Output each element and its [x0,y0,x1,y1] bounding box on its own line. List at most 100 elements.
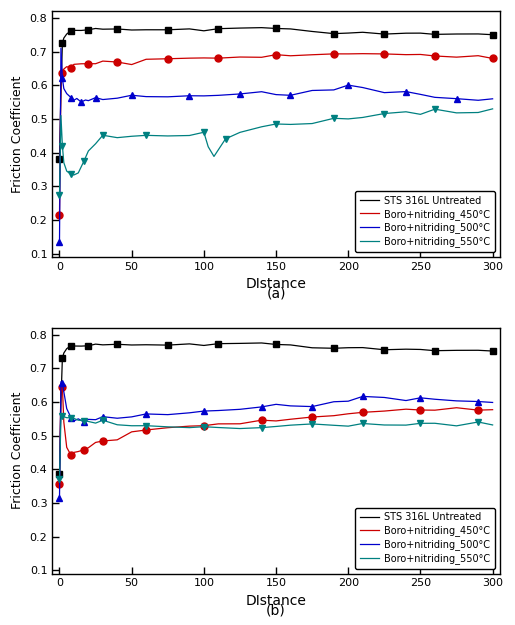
Boro+nitriding_500°C [215,92,221,99]
Boro+nitriding_550°C [215,424,221,431]
Boro+nitriding_550°C [58,413,64,421]
Boro+nitriding_500°C [143,93,149,101]
Boro+nitriding_550°C [68,414,74,422]
Boro+nitriding_450°C [71,61,77,68]
Boro+nitriding_450°C [114,58,121,66]
Boro+nitriding_550°C [143,422,149,429]
Boro+nitriding_500°C [345,398,351,405]
STS 316L Untreated [345,29,351,37]
Boro+nitriding_500°C [59,75,65,82]
Boro+nitriding_500°C [64,405,70,412]
Boro+nitriding_550°C [417,419,423,427]
Boro+nitriding_450°C [143,56,149,63]
Boro+nitriding_550°C [259,123,265,131]
Boro+nitriding_500°C [345,81,351,89]
STS 316L Untreated [417,29,423,37]
STS 316L Untreated [100,341,106,349]
STS 316L Untreated [403,29,409,37]
Boro+nitriding_500°C [75,415,81,422]
STS 316L Untreated [259,339,265,347]
Boro+nitriding_550°C [201,423,207,431]
Boro+nitriding_500°C [215,407,221,414]
Boro+nitriding_450°C [186,422,193,430]
STS 316L Untreated [64,345,70,352]
STS 316L Untreated [93,25,99,32]
Boro+nitriding_450°C [186,54,193,62]
Boro+nitriding_550°C [186,132,193,139]
Boro+nitriding_500°C [186,409,193,417]
Boro+nitriding_450°C [93,60,99,68]
Boro+nitriding_450°C [309,51,315,59]
Boro+nitriding_550°C [345,422,351,430]
Boro+nitriding_450°C [403,406,409,413]
STS 316L Untreated [78,27,84,34]
Boro+nitriding_450°C [453,53,459,61]
Boro+nitriding_500°C [309,403,315,411]
STS 316L Untreated [61,349,67,357]
Boro+nitriding_550°C [417,111,423,118]
Boro+nitriding_450°C [81,446,87,454]
Boro+nitriding_450°C [58,379,64,387]
Y-axis label: Friction Coefficient: Friction Coefficient [11,392,24,509]
Boro+nitriding_500°C [85,97,92,104]
Boro+nitriding_500°C [85,416,92,423]
STS 316L Untreated [273,25,279,32]
Boro+nitriding_450°C [273,417,279,424]
X-axis label: DIstance: DIstance [246,278,306,291]
Boro+nitriding_550°C [205,143,211,151]
STS 316L Untreated [59,354,65,362]
Boro+nitriding_550°C [432,106,438,113]
STS 316L Untreated [359,29,366,36]
STS 316L Untreated [186,340,193,348]
Line: Boro+nitriding_550°C: Boro+nitriding_550°C [60,109,493,194]
Boro+nitriding_450°C [201,422,207,429]
Boro+nitriding_550°C [453,109,459,117]
STS 316L Untreated [453,347,459,354]
STS 316L Untreated [273,341,279,348]
Boro+nitriding_450°C [453,404,459,411]
Boro+nitriding_450°C [75,448,81,455]
Boro+nitriding_500°C [201,92,207,99]
Boro+nitriding_550°C [237,129,243,136]
Boro+nitriding_450°C [165,424,171,431]
Boro+nitriding_550°C [165,132,171,140]
Y-axis label: Friction Coefficient: Friction Coefficient [11,76,24,192]
Boro+nitriding_550°C [165,423,171,431]
Legend: STS 316L Untreated, Boro+nitriding_450°C, Boro+nitriding_500°C, Boro+nitriding_5: STS 316L Untreated, Boro+nitriding_450°C… [355,191,495,252]
Boro+nitriding_550°C [100,131,106,139]
Boro+nitriding_550°C [71,171,77,179]
Boro+nitriding_500°C [475,96,481,104]
Boro+nitriding_550°C [71,414,77,422]
Boro+nitriding_500°C [403,88,409,96]
Boro+nitriding_500°C [287,91,294,99]
Line: Boro+nitriding_450°C: Boro+nitriding_450°C [60,383,493,484]
Boro+nitriding_500°C [143,410,149,418]
Boro+nitriding_500°C [129,413,135,421]
Line: Boro+nitriding_550°C: Boro+nitriding_550°C [60,416,493,479]
STS 316L Untreated [490,348,496,355]
Boro+nitriding_550°C [93,419,99,427]
Boro+nitriding_450°C [68,64,74,72]
Boro+nitriding_500°C [201,408,207,415]
Boro+nitriding_450°C [381,408,387,415]
Boro+nitriding_500°C [61,388,67,396]
Boro+nitriding_550°C [57,476,63,483]
Boro+nitriding_450°C [143,426,149,434]
Text: (b): (b) [266,603,286,617]
STS 316L Untreated [68,342,74,349]
Line: Boro+nitriding_500°C: Boro+nitriding_500°C [60,382,493,498]
Boro+nitriding_500°C [64,90,70,98]
STS 316L Untreated [165,341,171,349]
Boro+nitriding_550°C [75,416,81,424]
Boro+nitriding_550°C [381,421,387,429]
Boro+nitriding_450°C [381,50,387,58]
Boro+nitriding_450°C [490,406,496,414]
Boro+nitriding_500°C [165,411,171,418]
Boro+nitriding_450°C [59,383,65,391]
Boro+nitriding_550°C [359,114,366,121]
Boro+nitriding_550°C [259,424,265,431]
Boro+nitriding_450°C [64,63,70,71]
STS 316L Untreated [58,398,64,406]
Boro+nitriding_500°C [100,413,106,421]
Boro+nitriding_450°C [61,65,67,72]
